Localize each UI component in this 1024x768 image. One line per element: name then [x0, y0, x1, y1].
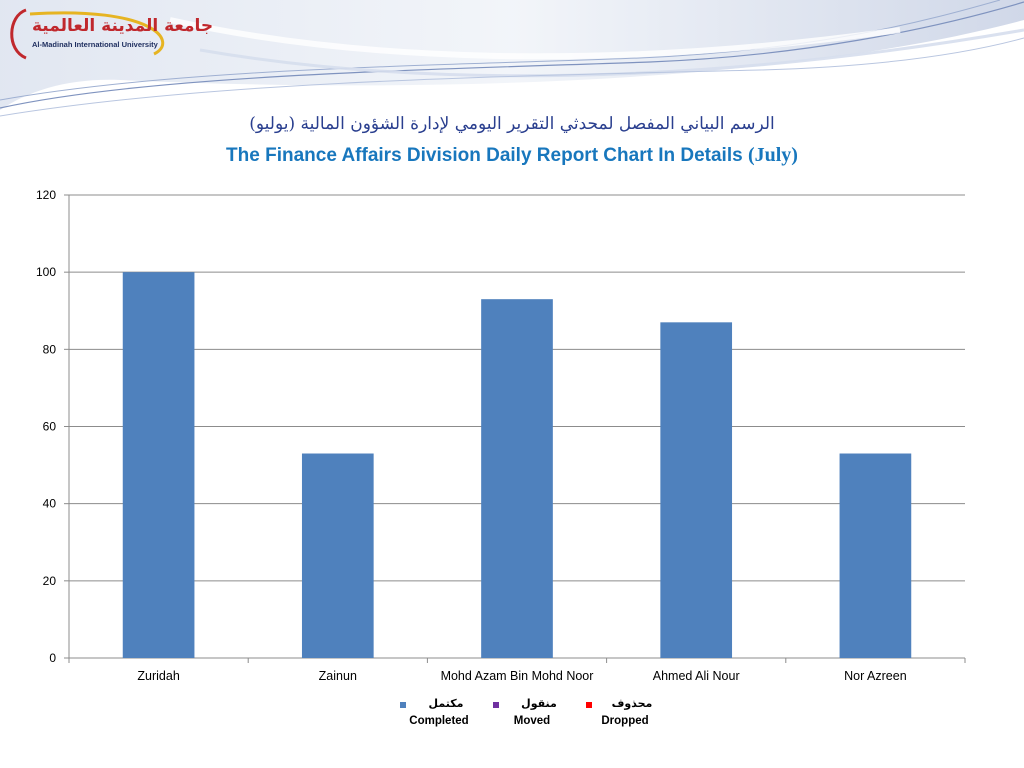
- y-tick-label: 60: [43, 420, 57, 434]
- bar: [481, 299, 553, 658]
- legend-label-english: Dropped: [601, 715, 649, 727]
- y-tick-label: 120: [36, 188, 56, 202]
- bar: [839, 453, 912, 658]
- chart-title-month: (July): [747, 144, 798, 166]
- x-category-label: Nor Azreen: [844, 669, 907, 683]
- university-logo: جامعة المدينة العالمية Al-Madinah Intern…: [4, 2, 213, 66]
- legend-label-english: Completed: [409, 715, 469, 727]
- chart-title-english: The Finance Affairs Division Daily Repor…: [0, 144, 1024, 167]
- y-tick-label: 80: [43, 342, 57, 356]
- chart-title-english-text: The Finance Affairs Division Daily Repor…: [226, 145, 743, 166]
- y-tick-label: 40: [43, 497, 57, 511]
- legend-swatch: [493, 702, 499, 708]
- bar: [301, 453, 374, 658]
- logo-arabic-text: جامعة المدينة العالمية: [32, 16, 214, 36]
- bar: [660, 322, 733, 658]
- y-tick-label: 0: [49, 651, 56, 665]
- bar: [122, 272, 195, 658]
- y-tick-label: 20: [43, 574, 57, 588]
- legend-item: منقول Moved: [489, 697, 579, 737]
- x-category-label: Zuridah: [137, 669, 179, 683]
- x-category-label: Mohd Azam Bin Mohd Noor: [441, 669, 594, 683]
- header-swoosh-decoration: [0, 0, 1024, 117]
- logo-english-text: Al-Madinah International University: [32, 40, 158, 49]
- logo-emblem: [10, 8, 165, 60]
- legend-label-arabic: محذوف: [611, 697, 653, 710]
- legend-swatch: [586, 702, 592, 708]
- chart-title-arabic: الرسم البياني المفصل لمحدثي التقرير اليو…: [249, 114, 775, 134]
- y-tick-label: 100: [36, 265, 56, 279]
- legend-label-arabic: منقول: [521, 697, 557, 710]
- chart-legend: مكتمل Completed منقول Moved محذوف Dropped: [396, 697, 666, 737]
- legend-item: محذوف Dropped: [582, 697, 672, 737]
- x-category-label: Zainun: [319, 669, 357, 683]
- legend-swatch: [400, 702, 406, 708]
- x-category-label: Ahmed Ali Nour: [653, 669, 740, 683]
- legend-label-english: Moved: [513, 715, 551, 727]
- legend-item: مكتمل Completed: [396, 697, 486, 737]
- legend-label-arabic: مكتمل: [428, 697, 464, 710]
